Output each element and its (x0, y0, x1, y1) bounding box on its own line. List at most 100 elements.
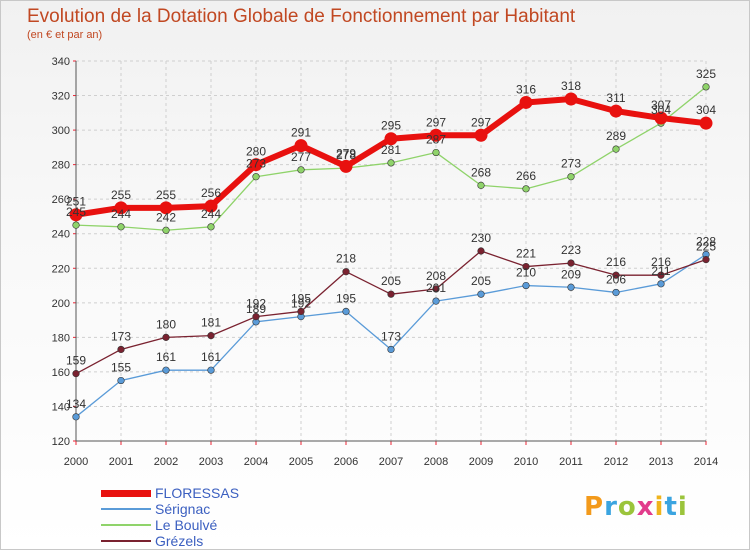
chart-title: Evolution de la Dotation Globale de Fonc… (27, 6, 576, 27)
data-point (342, 268, 350, 276)
data-label: 195 (336, 291, 356, 305)
chart-subtitle: (en € et par an) (27, 29, 103, 41)
data-point (204, 199, 218, 213)
data-label: 209 (561, 267, 581, 281)
data-point (72, 221, 80, 229)
data-label: 279 (336, 146, 356, 160)
legend-item: Grézels (101, 533, 239, 549)
data-label: 159 (66, 354, 86, 368)
data-label: 173 (381, 329, 401, 343)
data-point (702, 83, 710, 91)
x-tick-label: 2014 (694, 456, 718, 468)
data-point (567, 283, 575, 291)
data-point (114, 201, 128, 215)
data-label: 225 (696, 240, 716, 254)
data-point (249, 158, 263, 172)
data-label: 256 (201, 186, 221, 200)
x-tick-label: 2005 (289, 456, 313, 468)
y-tick-label: 240 (52, 229, 70, 241)
data-label: 218 (336, 252, 356, 266)
data-label: 230 (471, 231, 491, 245)
data-point (657, 271, 665, 279)
data-label: 297 (471, 115, 491, 129)
x-tick-label: 2007 (379, 456, 403, 468)
data-point (72, 413, 80, 421)
x-tick-label: 2013 (649, 456, 673, 468)
y-tick-label: 280 (52, 160, 70, 172)
data-label: 316 (516, 82, 536, 96)
data-label: 255 (156, 188, 176, 202)
x-tick-label: 2003 (199, 456, 223, 468)
data-point (522, 185, 530, 193)
data-label: 297 (426, 115, 446, 129)
data-point (432, 297, 440, 305)
y-tick-label: 340 (52, 56, 70, 68)
data-label: 155 (111, 361, 131, 375)
data-label: 195 (291, 291, 311, 305)
data-label: 304 (651, 103, 671, 117)
data-point (567, 173, 575, 181)
data-point (477, 290, 485, 298)
data-label: 295 (381, 119, 401, 133)
data-point (207, 223, 215, 231)
data-label: 277 (291, 150, 311, 164)
data-label: 273 (246, 157, 266, 171)
data-label: 223 (561, 243, 581, 257)
legend-label: Le Boulvé (155, 517, 218, 533)
y-tick-label: 180 (52, 332, 70, 344)
data-label: 181 (201, 316, 221, 330)
proxiti-logo: Proxiti (584, 492, 688, 522)
data-point (159, 201, 173, 215)
x-tick-label: 2008 (424, 456, 448, 468)
legend-swatch (101, 540, 151, 542)
data-point (162, 226, 170, 234)
data-label: 325 (696, 67, 716, 81)
data-label: 134 (66, 397, 86, 411)
data-label: 245 (66, 205, 86, 219)
data-point (432, 148, 440, 157)
data-point (432, 285, 440, 293)
data-label: 307 (651, 98, 671, 112)
data-label: 206 (606, 272, 626, 286)
data-point (519, 95, 533, 109)
data-point (342, 307, 350, 316)
legend-swatch (101, 508, 151, 510)
data-label: 244 (201, 207, 221, 221)
legend-swatch (101, 489, 151, 497)
data-label: 173 (111, 329, 131, 343)
data-label: 161 (156, 350, 176, 364)
x-tick-label: 2002 (154, 456, 178, 468)
x-tick-label: 2000 (64, 456, 88, 468)
data-label: 311 (606, 91, 625, 105)
data-point (69, 208, 83, 222)
y-tick-label: 320 (52, 91, 70, 103)
data-point (477, 247, 485, 255)
data-point (387, 345, 395, 354)
data-point (339, 159, 353, 173)
data-label: 208 (426, 269, 446, 283)
data-label: 289 (606, 129, 626, 143)
data-point (207, 332, 215, 340)
data-label: 318 (561, 79, 581, 93)
data-point (702, 256, 710, 264)
y-tick-label: 200 (52, 298, 70, 310)
data-point (387, 290, 395, 298)
data-point (522, 281, 530, 290)
data-label: 278 (336, 148, 356, 162)
data-point (564, 92, 578, 106)
data-label: 287 (426, 133, 446, 147)
data-label: 205 (471, 274, 491, 288)
legend-item: Le Boulvé (101, 517, 239, 533)
legend-item: FLORESSAS (101, 485, 239, 501)
x-tick-label: 2009 (469, 456, 493, 468)
data-point (567, 259, 575, 267)
data-point (384, 132, 398, 146)
data-label: 189 (246, 302, 266, 316)
line-chart: 120 140 160 180 200 220 240 260 280 300 320 340 2000… (52, 56, 719, 468)
data-point (657, 280, 665, 288)
data-label: 205 (381, 274, 401, 288)
data-label: 273 (561, 157, 581, 171)
data-label: 280 (246, 145, 266, 159)
data-point (297, 166, 305, 174)
